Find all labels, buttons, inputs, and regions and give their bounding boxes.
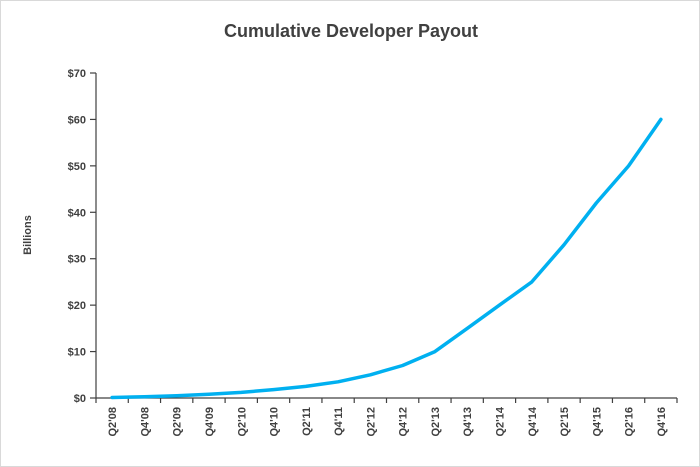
x-tick-label: Q2'15	[559, 407, 571, 437]
x-tick-label: Q2'12	[365, 407, 377, 437]
x-tick-label: Q2'09	[172, 407, 184, 437]
x-tick-label: Q2'11	[301, 407, 313, 436]
axes	[90, 72, 678, 403]
x-axis-labels: Q2'08 Q4'08 Q2'09 Q4'09 Q2'10 Q4'10 Q2'11 Q4'11…	[107, 406, 668, 436]
x-tick-label: Q4'16	[656, 407, 668, 437]
x-tick-label: Q2'13	[430, 407, 442, 437]
x-tick-label: Q4'12	[398, 407, 410, 437]
y-tick-label: $70	[68, 68, 86, 80]
y-tick-label: $30	[68, 254, 86, 266]
series-line-cumulative-developer-payout	[110, 117, 663, 400]
x-tick-label: Q2'10	[236, 407, 248, 437]
y-tick-label: $20	[68, 300, 86, 312]
y-tick-label: $40	[68, 207, 86, 219]
x-tick-label: Q4'10	[269, 407, 281, 437]
y-axis-labels: $0 $10 $20 $30 $40 $50 $60 $70	[68, 68, 86, 405]
x-tick-label: Q2'08	[107, 407, 119, 437]
x-tick-label: Q4'11	[333, 407, 345, 436]
y-tick-label: $10	[68, 347, 86, 359]
chart-title: Cumulative Developer Payout	[224, 21, 478, 41]
x-tick-label: Q4'13	[462, 407, 474, 437]
y-tick-label: $50	[68, 161, 86, 173]
x-tick-label: Q4'14	[527, 406, 539, 436]
x-tick-label: Q2'16	[624, 407, 636, 437]
series-group	[110, 117, 663, 400]
y-axis-title: Billions	[22, 215, 34, 255]
y-tick-label: $0	[74, 393, 86, 405]
x-tick-label: Q4'15	[591, 407, 603, 437]
y-tick-label: $60	[68, 114, 86, 126]
x-tick-label: Q4'09	[204, 407, 216, 437]
x-tick-label: Q4'08	[139, 407, 151, 437]
x-tick-label: Q2'14	[494, 406, 506, 436]
